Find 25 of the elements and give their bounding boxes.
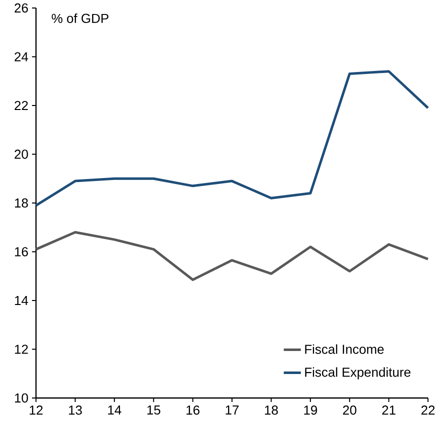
- y-tick-label: 18: [15, 198, 28, 208]
- y-tick-label: 16: [15, 247, 28, 256]
- x-tick-label: 13: [68, 406, 82, 415]
- x-tick-label: 21: [382, 406, 396, 415]
- x-tick-label: 20: [343, 406, 356, 415]
- x-tick-label: 12: [30, 406, 43, 415]
- y-tick-label: 20: [14, 150, 28, 159]
- y-tick-label: 10: [15, 393, 28, 403]
- y-tick-label: 24: [14, 52, 28, 62]
- x-tick-label: 22: [421, 406, 435, 415]
- line-series: [34, 70, 430, 207]
- y-tick-label: 14: [15, 296, 28, 305]
- line-series: [34, 230, 430, 282]
- x-tick-label: 16: [186, 406, 200, 415]
- x-tick-label: 17: [226, 406, 239, 414]
- y-tick-label: 12: [15, 344, 28, 354]
- x-tick-label: 19: [304, 406, 318, 415]
- legend-label: Fiscal Expenditure: [305, 367, 410, 380]
- x-tick-label: 15: [147, 406, 160, 415]
- legend-label: Fiscal Income: [305, 344, 384, 354]
- y-tick-label: 22: [14, 100, 28, 110]
- y-tick-label: 26: [14, 3, 28, 13]
- x-tick-label: 14: [108, 406, 122, 414]
- y-axis-title: % of GDP: [52, 13, 108, 24]
- x-tick-label: 18: [264, 406, 278, 415]
